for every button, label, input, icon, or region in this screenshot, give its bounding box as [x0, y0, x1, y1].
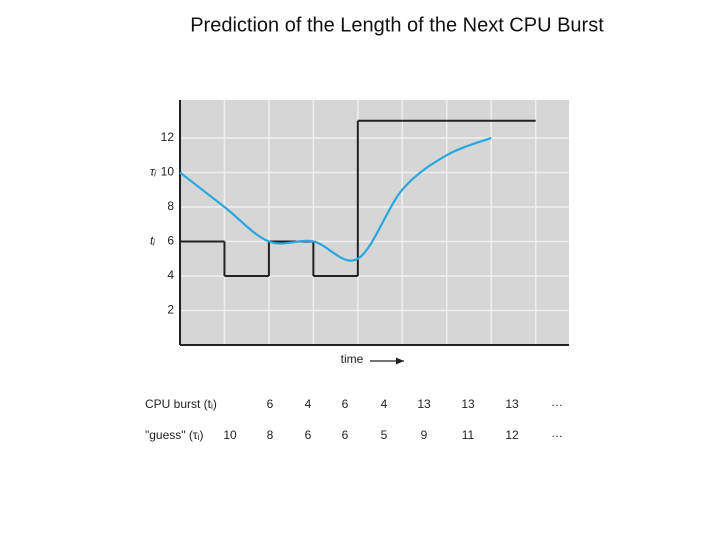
table-cell: 5: [381, 428, 388, 442]
table-cell: 9: [421, 428, 428, 442]
continuation: …: [551, 395, 563, 409]
table-cell: 4: [381, 397, 388, 411]
y-tick-label: 6: [167, 234, 174, 248]
table-cell: 11: [462, 428, 475, 442]
table-cell: 13: [461, 397, 475, 411]
guess-curve: [179, 136, 492, 262]
arrow-head: [396, 357, 404, 365]
table-cell: 6: [267, 397, 274, 411]
x-axis-label: time: [341, 352, 364, 366]
table-cell: 8: [267, 428, 274, 442]
y-tick-label: 8: [167, 199, 174, 213]
table-cell: 6: [305, 428, 312, 442]
plot-background: [180, 100, 569, 345]
table-cell: 13: [417, 397, 431, 411]
table-cell: 10: [223, 428, 237, 442]
y-tick-label: 12: [161, 130, 175, 144]
slide-title: Prediction of the Length of the Next CPU…: [190, 14, 604, 36]
table-cell: 12: [505, 428, 519, 442]
table-cell: 6: [342, 428, 349, 442]
row-label: "guess" (τᵢ): [145, 428, 204, 442]
row-label: CPU burst (tᵢ): [145, 397, 217, 411]
table-cell: 13: [505, 397, 519, 411]
y-tick-label: 4: [167, 268, 174, 282]
table-cell: 4: [305, 397, 312, 411]
y-tick-label: 10: [161, 165, 175, 179]
annotation: τᵢ: [150, 165, 156, 179]
table-cell: 6: [342, 397, 349, 411]
annotation: tᵢ: [150, 234, 155, 248]
y-tick-label: 2: [167, 303, 174, 317]
continuation: …: [551, 426, 563, 440]
